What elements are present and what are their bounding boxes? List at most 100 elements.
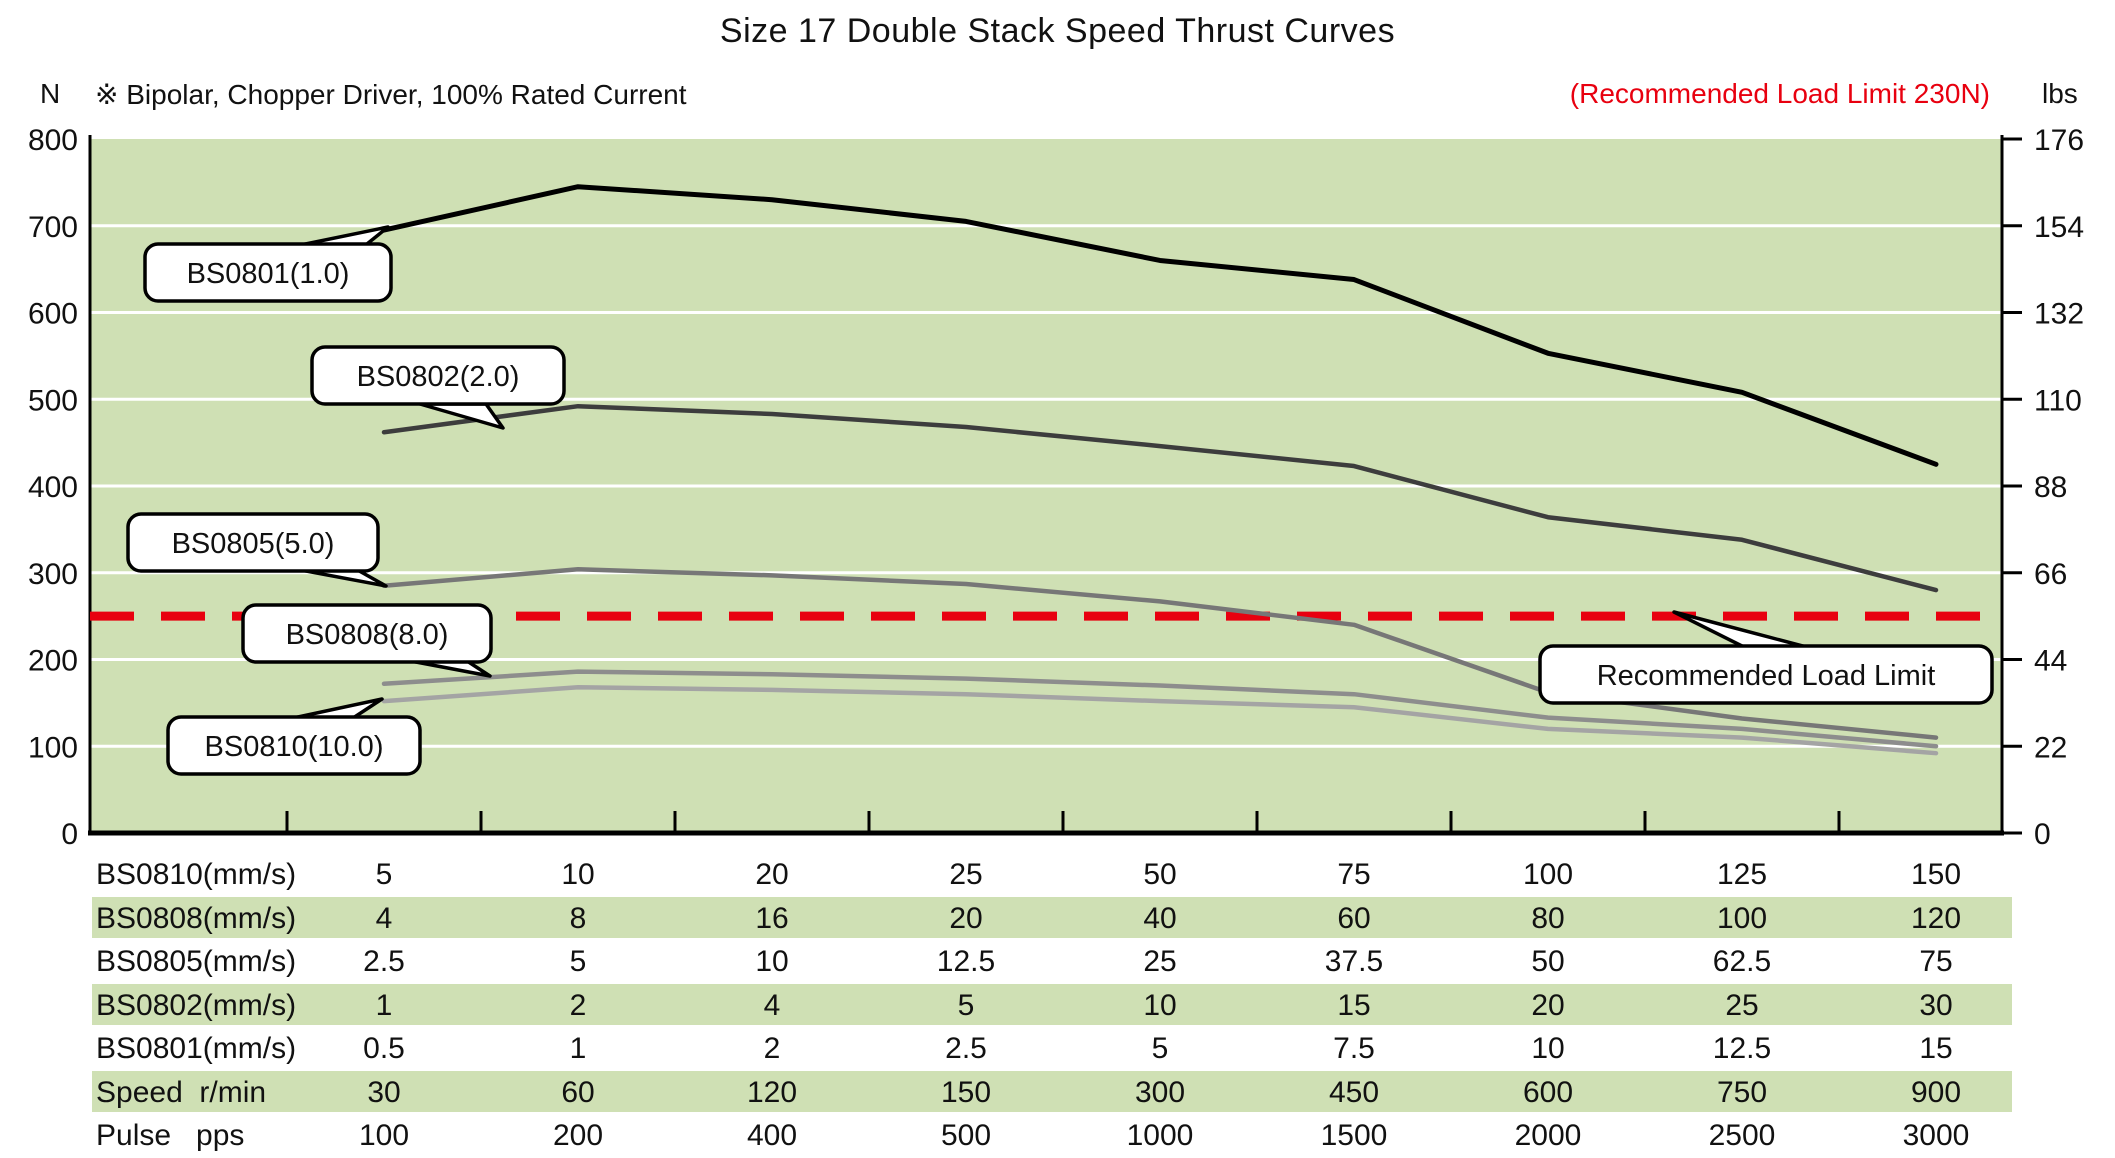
table-row: BS0801(mm/s) 0.5 1 2 2.5 5 7.5 10 12.5 15	[0, 1026, 2115, 1070]
y2-axis-tick-label: 66	[2034, 558, 2067, 591]
table-cell: 8	[569, 901, 587, 935]
table-cell: 30	[367, 1075, 401, 1109]
table-row-label: BS0801(mm/s)	[96, 1032, 297, 1065]
table-cell: 1	[375, 988, 393, 1022]
table-cell: 4	[763, 988, 781, 1022]
thrust-curve-chart: 0 100 200 300 400 500 600 700 800 0 22 44 66 88 110 132…	[28, 124, 2084, 851]
y-axis-tick-label: 0	[61, 818, 78, 851]
table-cell: 25	[949, 858, 983, 891]
y2-axis-tick-label: 44	[2034, 645, 2067, 678]
table-row: Pulse pps 100 200 400 500 1000 1500 2000 2500 300…	[0, 1113, 2115, 1157]
table-cell: 4	[375, 901, 393, 935]
table-cell: 1	[569, 1032, 587, 1065]
table-cell: 100	[358, 1119, 410, 1152]
callout-bs0810-box	[166, 715, 422, 776]
callout-bs0810-label: BS0810(10.0)	[205, 731, 384, 763]
table-cell: 15	[1919, 1032, 1953, 1065]
y-axis-tick-label: 600	[28, 298, 78, 331]
table-cell: 12.5	[1712, 1032, 1772, 1065]
table-cell: 100	[1522, 858, 1574, 891]
table-cell: 2.5	[945, 1032, 987, 1065]
callout-bs0805-box	[126, 512, 380, 573]
table-row-label: BS0808(mm/s)	[96, 901, 297, 935]
table-row: Speed r/min 30 60 120 150 300 450 600 750 900	[0, 1070, 2115, 1114]
table-row-band	[92, 896, 2012, 938]
table-row-band	[92, 1070, 2012, 1112]
curve-BS0801	[381, 184, 1939, 467]
table-cell: 12.5	[936, 945, 996, 978]
curve-BS0810	[381, 685, 1939, 756]
table-cell: 2.5	[363, 945, 405, 978]
callout-bs0802-box	[310, 345, 566, 406]
callout-bs0801-box	[143, 242, 393, 303]
table-cell: 60	[561, 1075, 595, 1109]
table-cell: 50	[1143, 858, 1177, 891]
table-cell: 500	[940, 1119, 992, 1152]
table-cell: 62.5	[1712, 945, 1772, 978]
table-cell: 100	[1716, 901, 1768, 935]
y2-axis-tick-label: 132	[2034, 298, 2084, 331]
table-cell: 900	[1910, 1075, 1962, 1109]
table-cell: 300	[1134, 1075, 1186, 1109]
drive-condition-note: ※ Bipolar, Chopper Driver, 100% Rated Cu…	[95, 79, 687, 110]
left-axis-unit: N	[40, 78, 61, 109]
table-cell: 80	[1531, 901, 1565, 935]
y-axis-tick-label: 300	[28, 558, 78, 591]
table-cell: 3000	[1902, 1119, 1970, 1152]
table-cell: 0.5	[363, 1032, 405, 1065]
table-row-band	[92, 983, 2012, 1025]
table-cell: 2	[569, 988, 587, 1022]
table-cell: 15	[1337, 988, 1371, 1022]
table-cell: 25	[1143, 945, 1177, 978]
table-cell: 5	[569, 945, 587, 978]
table-row-label: BS0802(mm/s)	[96, 988, 297, 1022]
y-axis-tick-label: 100	[28, 731, 78, 764]
callout-load-limit-label: Recommended Load Limit	[1597, 660, 1936, 692]
table-cell: 10	[561, 858, 595, 891]
table-row: BS0805(mm/s) 2.5 5 10 12.5 25 37.5 50 62.5 75	[0, 939, 2115, 983]
table-cell: 200	[552, 1119, 604, 1152]
table-cell: 20	[1531, 988, 1565, 1022]
table-cell: 450	[1328, 1075, 1380, 1109]
table-cell: 40	[1143, 901, 1177, 935]
table-cell: 10	[1143, 988, 1177, 1022]
table-cell: 10	[755, 945, 789, 978]
y2-axis-tick-label: 176	[2034, 124, 2084, 157]
y-axis-tick-label: 500	[28, 384, 78, 417]
callout-bs0808-label: BS0808(8.0)	[286, 619, 449, 651]
y2-axis-tick-label: 88	[2034, 471, 2067, 504]
table-cell: 125	[1716, 858, 1768, 891]
table-cell: 150	[1910, 858, 1962, 891]
y2-axis-tick-label: 154	[2034, 211, 2084, 244]
table-cell: 1500	[1320, 1119, 1388, 1152]
callout-bs0801-label: BS0801(1.0)	[187, 258, 350, 290]
table-cell: 600	[1522, 1075, 1574, 1109]
table-cell: 25	[1725, 988, 1759, 1022]
table-cell: 5	[1151, 1032, 1169, 1065]
table-cell: 10	[1531, 1032, 1565, 1065]
y2-axis-tick-label: 22	[2034, 731, 2067, 764]
table-cell: 20	[755, 858, 789, 891]
y2-axis-tick-label: 0	[2034, 818, 2051, 851]
y-axis-tick-label: 400	[28, 471, 78, 504]
table-row: BS0810(mm/s) 5 10 20 25 50 75 100 125 150	[0, 852, 2115, 896]
table-cell: 7.5	[1333, 1032, 1375, 1065]
table-cell: 75	[1919, 945, 1953, 978]
table-cell: 50	[1531, 945, 1565, 978]
table-cell: 2500	[1708, 1119, 1776, 1152]
load-limit-note: (Recommended Load Limit 230N)	[1569, 78, 1990, 109]
curve-BS0805	[381, 567, 1939, 740]
table-cell: 400	[746, 1119, 798, 1152]
table-cell: 5	[375, 858, 393, 891]
table-cell: 30	[1919, 988, 1953, 1022]
table-cell: 750	[1716, 1075, 1768, 1109]
table-row-label: Pulse pps	[96, 1119, 245, 1152]
table-cell: 20	[949, 901, 983, 935]
table-cell: 75	[1337, 858, 1371, 891]
y2-axis-tick-label: 110	[2034, 384, 2082, 417]
callout-bs0808-box	[241, 603, 493, 664]
table-cell: 120	[746, 1075, 798, 1109]
table-cell: 2000	[1514, 1119, 1582, 1152]
chart-title: Size 17 Double Stack Speed Thrust Curves	[719, 12, 1396, 50]
